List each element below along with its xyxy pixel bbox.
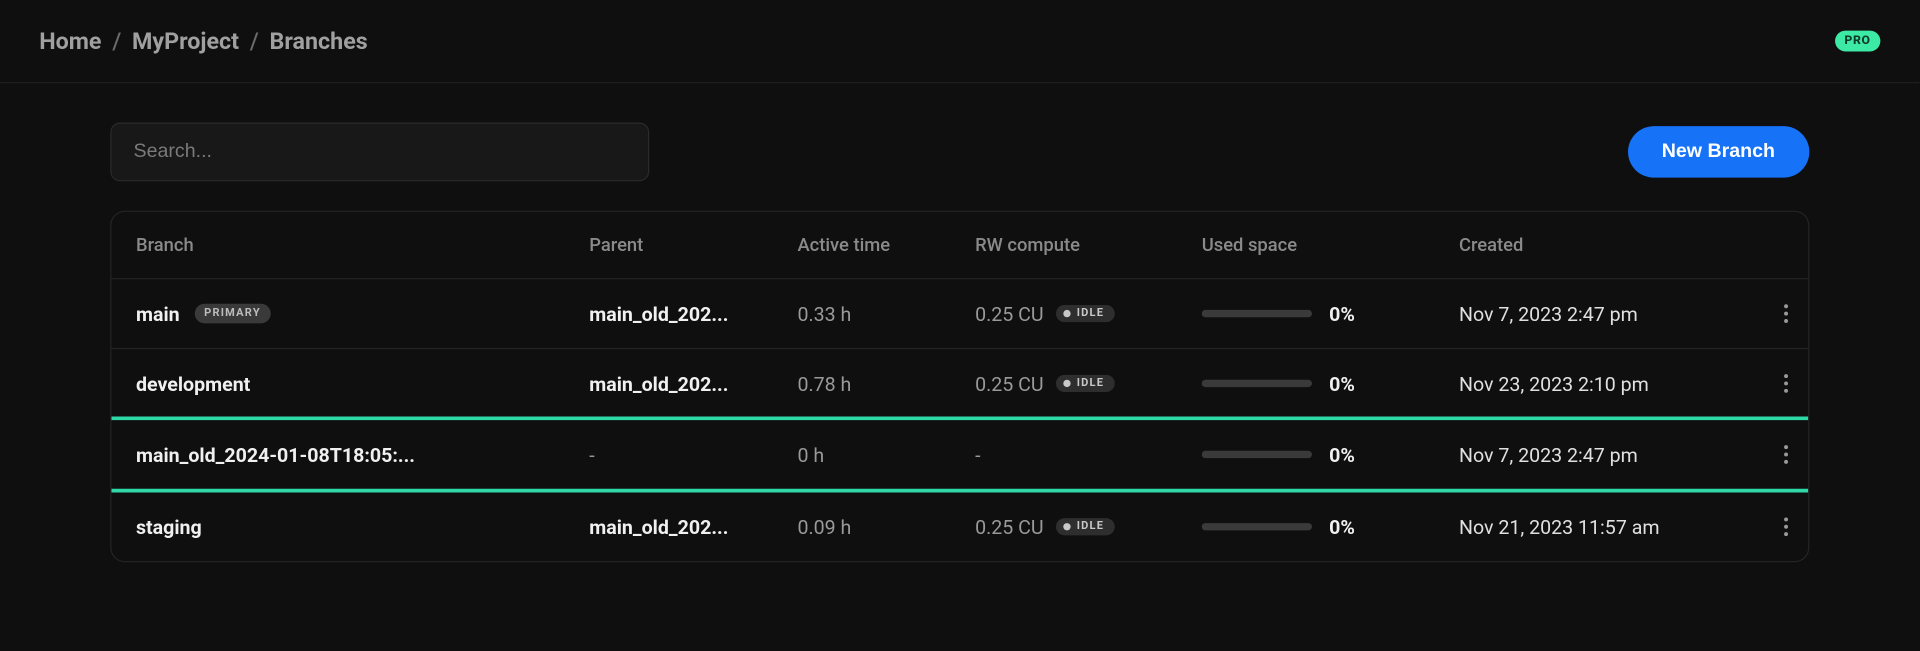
parent-cell[interactable]: main_old_202... bbox=[589, 515, 797, 538]
usage-pct: 0% bbox=[1329, 372, 1355, 395]
created-cell: Nov 23, 2023 2:10 pm bbox=[1459, 372, 1771, 395]
kebab-icon bbox=[1784, 445, 1789, 465]
rw-compute-cell: - bbox=[975, 443, 1202, 466]
usage-bar bbox=[1202, 523, 1312, 530]
kebab-icon bbox=[1784, 517, 1789, 537]
rw-compute-cell: 0.25 CU IDLE bbox=[975, 515, 1202, 538]
search-input[interactable] bbox=[110, 123, 649, 182]
toolbar: New Branch bbox=[110, 123, 1809, 182]
row-actions-button[interactable] bbox=[1771, 299, 1800, 328]
rw-compute-value: 0.25 CU bbox=[975, 515, 1044, 538]
row-actions-button[interactable] bbox=[1771, 369, 1800, 398]
branch-name-label: development bbox=[136, 372, 250, 395]
table-row[interactable]: main_old_2024-01-08T18:05:... -0 h- 0% Nov … bbox=[110, 417, 1809, 493]
new-branch-button[interactable]: New Branch bbox=[1627, 126, 1809, 177]
branch-cell[interactable]: main PRIMARY bbox=[136, 302, 589, 325]
idle-badge: IDLE bbox=[1056, 375, 1115, 392]
row-actions-button[interactable] bbox=[1771, 440, 1800, 469]
created-cell: Nov 21, 2023 11:57 am bbox=[1459, 515, 1771, 538]
idle-badge: IDLE bbox=[1056, 305, 1115, 322]
branch-name-label: main bbox=[136, 302, 180, 325]
idle-label: IDLE bbox=[1077, 307, 1104, 319]
primary-tag: PRIMARY bbox=[194, 304, 270, 324]
active-time-cell: 0.33 h bbox=[797, 302, 975, 325]
topbar: Home / MyProject / Branches PRO bbox=[0, 0, 1920, 83]
usage-bar bbox=[1202, 451, 1312, 458]
active-time-cell: 0.78 h bbox=[797, 372, 975, 395]
rw-compute-value: 0.25 CU bbox=[975, 372, 1044, 395]
created-cell: Nov 7, 2023 2:47 pm bbox=[1459, 443, 1771, 466]
used-space-cell: 0% bbox=[1202, 302, 1459, 325]
table-row[interactable]: stagingmain_old_202...0.09 h0.25 CUIDLE0… bbox=[111, 491, 1808, 561]
branch-name-label: main_old_2024-01-08T18:05:... bbox=[136, 443, 415, 466]
breadcrumb-separator: / bbox=[112, 27, 121, 55]
breadcrumb-separator: / bbox=[250, 27, 259, 55]
col-header-parent: Parent bbox=[589, 234, 797, 256]
idle-dot-icon bbox=[1063, 380, 1070, 387]
usage-pct: 0% bbox=[1329, 302, 1355, 325]
table-row[interactable]: development main_old_202...0.78 h0.25 CU I… bbox=[111, 348, 1808, 418]
parent-cell[interactable]: main_old_202... bbox=[589, 302, 797, 325]
col-header-used-space: Used space bbox=[1202, 234, 1459, 256]
active-time-cell: 0 h bbox=[797, 443, 975, 466]
used-space-cell: 0% bbox=[1202, 372, 1459, 395]
row-actions-button[interactable] bbox=[1771, 512, 1800, 541]
idle-dot-icon bbox=[1063, 310, 1070, 317]
idle-label: IDLE bbox=[1077, 377, 1104, 389]
usage-bar bbox=[1202, 380, 1312, 387]
usage-bar bbox=[1202, 310, 1312, 317]
active-time-cell: 0.09 h bbox=[797, 515, 975, 538]
rw-compute-value: - bbox=[975, 443, 980, 466]
idle-dot-icon bbox=[1063, 523, 1070, 530]
content-area: New Branch Branch Parent Active time RW … bbox=[0, 83, 1920, 562]
branch-cell[interactable]: development bbox=[136, 372, 589, 395]
usage-pct: 0% bbox=[1329, 515, 1355, 538]
breadcrumb: Home / MyProject / Branches bbox=[39, 27, 368, 55]
rw-compute-value: 0.25 CU bbox=[975, 302, 1044, 325]
rw-compute-cell: 0.25 CU IDLE bbox=[975, 372, 1202, 395]
breadcrumb-home[interactable]: Home bbox=[39, 27, 101, 55]
pro-badge: PRO bbox=[1835, 31, 1881, 52]
branch-cell[interactable]: staging bbox=[136, 515, 589, 538]
col-header-rw-compute: RW compute bbox=[975, 234, 1202, 256]
rw-compute-cell: 0.25 CU IDLE bbox=[975, 302, 1202, 325]
parent-cell[interactable]: main_old_202... bbox=[589, 372, 797, 395]
parent-cell: - bbox=[589, 443, 797, 466]
breadcrumb-page: Branches bbox=[270, 27, 368, 55]
kebab-icon bbox=[1784, 374, 1789, 394]
col-header-active-time: Active time bbox=[797, 234, 975, 256]
created-cell: Nov 7, 2023 2:47 pm bbox=[1459, 302, 1771, 325]
breadcrumb-project[interactable]: MyProject bbox=[132, 27, 239, 55]
used-space-cell: 0% bbox=[1202, 443, 1459, 466]
idle-label: IDLE bbox=[1077, 521, 1104, 533]
branches-table: Branch Parent Active time RW compute Use… bbox=[110, 211, 1809, 563]
col-header-created: Created bbox=[1459, 234, 1771, 256]
kebab-icon bbox=[1784, 304, 1789, 324]
col-header-branch: Branch bbox=[136, 234, 589, 256]
branch-name-label: staging bbox=[136, 515, 202, 538]
used-space-cell: 0% bbox=[1202, 515, 1459, 538]
branch-cell[interactable]: main_old_2024-01-08T18:05:... bbox=[136, 443, 589, 466]
table-row[interactable]: main PRIMARY main_old_202...0.33 h0.25 CU I… bbox=[111, 278, 1808, 348]
idle-badge: IDLE bbox=[1056, 518, 1115, 535]
usage-pct: 0% bbox=[1329, 443, 1355, 466]
table-header-row: Branch Parent Active time RW compute Use… bbox=[111, 212, 1808, 278]
